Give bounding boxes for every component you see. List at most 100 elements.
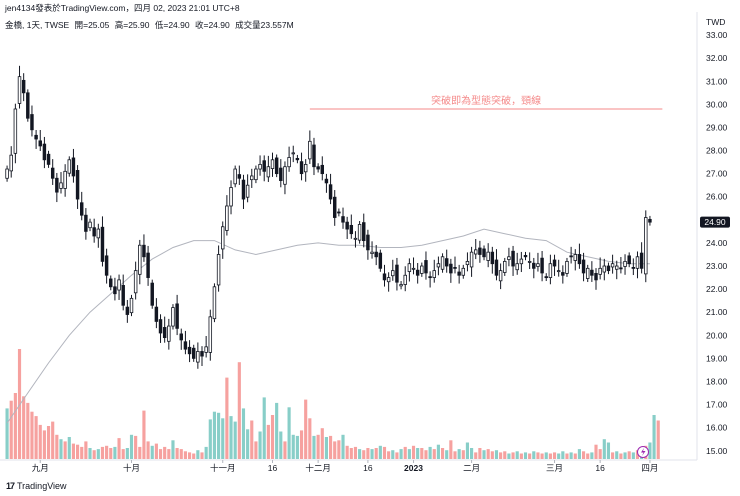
volume-bar bbox=[51, 421, 55, 459]
volume-bar bbox=[457, 449, 461, 459]
candle-down bbox=[349, 224, 354, 235]
volume-bar bbox=[304, 399, 308, 459]
volume-bar bbox=[478, 448, 482, 459]
price-tick-label: 16.00 bbox=[706, 423, 728, 433]
candle-down bbox=[142, 244, 146, 258]
candle-up bbox=[303, 164, 308, 173]
candle-up bbox=[245, 184, 250, 198]
volume-bar bbox=[486, 449, 490, 459]
volume-bar bbox=[532, 451, 536, 459]
volume-bar bbox=[229, 416, 233, 459]
volume-bar bbox=[465, 442, 470, 459]
footer-brand[interactable]: 17 TradingView bbox=[6, 481, 67, 491]
candle-up bbox=[308, 140, 312, 160]
volume-bar bbox=[208, 419, 212, 459]
volume-bar bbox=[561, 451, 565, 459]
volume-bar bbox=[246, 429, 250, 459]
volume-bar bbox=[138, 446, 142, 459]
volume-bar bbox=[407, 449, 411, 459]
volume-bar bbox=[656, 420, 660, 459]
alert-icon[interactable] bbox=[637, 446, 649, 458]
candle-up bbox=[440, 256, 445, 270]
volume-bar bbox=[581, 451, 586, 459]
volume-bar bbox=[17, 349, 22, 459]
candle-up bbox=[221, 226, 225, 250]
volume-bar bbox=[573, 453, 577, 459]
volume-bar bbox=[187, 452, 192, 459]
candles bbox=[5, 65, 652, 369]
candle-up bbox=[266, 166, 271, 178]
time-tick-label: 16 bbox=[595, 463, 605, 473]
volume-bar bbox=[399, 449, 403, 459]
candle-down bbox=[312, 144, 316, 168]
candle-up bbox=[370, 251, 374, 254]
candle-up bbox=[465, 261, 470, 266]
volume-bar bbox=[507, 453, 511, 459]
candle-down bbox=[444, 258, 449, 267]
neckline-annotation: 突破即為型態突破，頸線 bbox=[309, 94, 663, 110]
candle-down bbox=[532, 262, 536, 269]
volume-bar bbox=[411, 445, 416, 459]
price-axis[interactable]: 33.00 32.00 31.00 30.00 29.00 28.00 27.00 26.00… bbox=[706, 30, 728, 456]
candle-up bbox=[196, 351, 200, 363]
chart-publisher-line: jen4134發表於TradingView.com，四月 02, 2023 21… bbox=[5, 3, 240, 13]
time-axis[interactable]: 九月 十月 十一月 16 十二月 16 2023 二月 三月 16 四月 bbox=[32, 460, 659, 473]
volume-bar bbox=[416, 448, 420, 459]
candle-up bbox=[233, 168, 237, 185]
price-tick-label: 20.00 bbox=[706, 330, 728, 340]
volume-bar bbox=[204, 446, 208, 459]
volume-bar bbox=[291, 434, 295, 459]
candle-down bbox=[262, 160, 266, 172]
neckline-label[interactable]: 突破即為型態突破，頸線 bbox=[431, 94, 541, 107]
volume-bar bbox=[337, 440, 341, 459]
price-tick-label: 22.00 bbox=[706, 284, 728, 294]
candle-up bbox=[250, 175, 254, 181]
candle-down bbox=[109, 278, 113, 288]
candle-down bbox=[75, 170, 80, 200]
candle-up bbox=[548, 263, 553, 278]
volume-bar bbox=[627, 451, 631, 459]
volume-bar bbox=[192, 453, 196, 459]
volume-bar bbox=[105, 445, 109, 459]
candle-down bbox=[569, 255, 573, 258]
candle-up bbox=[436, 263, 441, 268]
volume-bar bbox=[432, 449, 436, 459]
volume-bar bbox=[320, 428, 324, 459]
candle-down bbox=[30, 114, 34, 131]
volume-bar bbox=[175, 448, 179, 459]
volume-bar bbox=[590, 452, 594, 459]
candle-up bbox=[486, 251, 490, 261]
volume-bar bbox=[92, 450, 96, 459]
symbol-label[interactable]: 金橋, 1天, TWSE bbox=[5, 20, 70, 30]
volume-bar bbox=[308, 418, 312, 459]
candle-down bbox=[490, 251, 495, 265]
candle-up bbox=[283, 166, 287, 185]
candle-down bbox=[594, 273, 598, 281]
volume-bar bbox=[121, 449, 125, 459]
candle-up bbox=[225, 205, 229, 231]
volume-bar bbox=[125, 448, 129, 459]
candle-up bbox=[602, 265, 607, 273]
currency-label: TWD bbox=[706, 17, 725, 27]
volume-bar bbox=[349, 448, 353, 459]
volume-bar bbox=[316, 434, 320, 459]
volume-bar bbox=[586, 453, 590, 459]
candle-down bbox=[453, 267, 457, 269]
candle-down bbox=[648, 218, 652, 223]
candle-down bbox=[237, 174, 242, 179]
candle-down bbox=[46, 153, 51, 165]
volume-bar bbox=[129, 434, 134, 459]
volume-bar bbox=[262, 397, 266, 459]
candle-up bbox=[229, 187, 233, 207]
close-value: 收=24.90 bbox=[194, 20, 230, 30]
price-tick-label: 17.00 bbox=[706, 400, 728, 410]
candle-up bbox=[391, 270, 395, 277]
candle-down bbox=[92, 227, 96, 237]
volume-bar bbox=[499, 452, 503, 459]
volume-bar bbox=[13, 393, 17, 459]
candle-down bbox=[50, 167, 55, 179]
candle-down bbox=[395, 264, 399, 283]
candle-up bbox=[585, 267, 590, 279]
volume-bar bbox=[569, 452, 573, 459]
